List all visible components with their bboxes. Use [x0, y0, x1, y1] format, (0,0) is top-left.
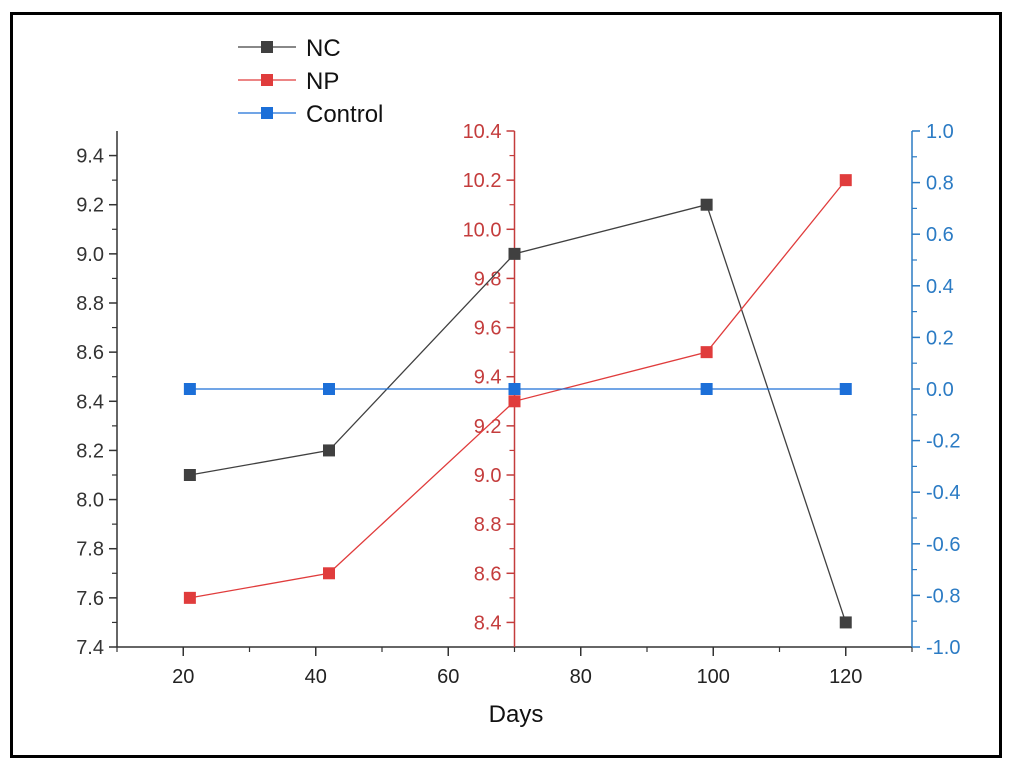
- legend-item-nc: NC: [238, 35, 341, 62]
- data-point-control: [183, 383, 196, 395]
- middle-y-tick-label: 10.4: [463, 121, 502, 143]
- data-point-np: [323, 567, 335, 580]
- series-line-nc: [189, 203, 847, 623]
- middle-y-tick-label: 9.8: [474, 268, 502, 290]
- legend-label: Control: [306, 101, 383, 128]
- data-point-nc: [839, 616, 852, 629]
- right-y-tick-label: -1.0: [926, 637, 960, 659]
- right-y-tick-label: 0.6: [926, 224, 954, 246]
- data-point-nc: [323, 444, 335, 457]
- left-y-tick-label: 9.2: [76, 195, 104, 217]
- right-y-tick-label: 1.0: [926, 121, 954, 143]
- figure-frame: [10, 12, 1002, 758]
- middle-y-tick-label: 8.4: [474, 612, 502, 634]
- axes-layer: 20 40 60 80 100 120 7.4 7.6 7.8 8.0 8.2 8.4 8.6 8.8 9.…: [76, 121, 960, 688]
- right-y-tick-label: 0.8: [926, 173, 954, 195]
- legend-label: NC: [306, 35, 341, 62]
- legend-item-np: NP: [238, 68, 339, 95]
- data-point-np: [183, 591, 196, 604]
- left-y-tick-label: 8.2: [76, 440, 104, 462]
- legend-marker: [261, 74, 273, 86]
- right-y-tick-label: -0.2: [926, 431, 960, 453]
- right-y-tick-label: -0.8: [926, 585, 960, 607]
- legend-label: NP: [306, 68, 339, 95]
- right-y-tick-label: 0.0: [926, 379, 954, 401]
- legend-item-control: Control: [238, 101, 383, 128]
- data-point-nc: [183, 469, 196, 481]
- right-y-tick-label: 0.4: [926, 276, 954, 298]
- x-tick-label: 60: [437, 666, 459, 688]
- data-point-np: [508, 395, 521, 408]
- data-point-np: [839, 174, 852, 187]
- right-y-tick-label: -0.6: [926, 534, 960, 556]
- left-y-tick-label: 7.4: [76, 637, 104, 659]
- legend-marker: [261, 107, 273, 119]
- data-point-np: [700, 346, 713, 359]
- right-y-tick-label: -0.4: [926, 482, 960, 504]
- middle-y-tick-label: 10.0: [463, 219, 502, 241]
- left-y-tick-label: 7.6: [76, 588, 104, 610]
- middle-y-tick-label: 9.0: [474, 465, 502, 487]
- left-y-tick-label: 9.4: [76, 146, 104, 168]
- left-y-tick-label: 8.4: [76, 391, 104, 413]
- data-point-nc: [508, 247, 521, 260]
- legend: NC NP Control: [238, 35, 383, 128]
- left-y-tick-label: 8.0: [76, 490, 104, 512]
- data-point-nc: [700, 198, 713, 211]
- x-tick-label: 40: [305, 666, 327, 688]
- x-tick-label: 120: [829, 666, 862, 688]
- x-tick-label: 100: [697, 666, 730, 688]
- right-y-tick-label: 0.2: [926, 327, 954, 349]
- left-y-tick-label: 9.0: [76, 244, 104, 266]
- data-point-control: [700, 383, 713, 395]
- x-tick-label: 80: [570, 666, 592, 688]
- middle-y-tick-label: 10.2: [463, 170, 502, 192]
- middle-y-tick-label: 9.4: [474, 367, 502, 389]
- legend-marker: [261, 41, 273, 53]
- series-layer: [183, 174, 852, 629]
- data-point-control: [839, 383, 852, 395]
- middle-y-tick-label: 9.6: [474, 318, 502, 340]
- left-y-tick-label: 7.8: [76, 539, 104, 561]
- x-axis-label: Days: [489, 701, 544, 728]
- data-point-control: [323, 383, 335, 395]
- middle-y-tick-label: 8.6: [474, 563, 502, 585]
- middle-y-tick-label: 8.8: [474, 514, 502, 536]
- x-tick-label: 20: [172, 666, 194, 688]
- left-y-tick-label: 8.8: [76, 293, 104, 315]
- left-y-tick-label: 8.6: [76, 342, 104, 364]
- data-point-control: [508, 383, 521, 395]
